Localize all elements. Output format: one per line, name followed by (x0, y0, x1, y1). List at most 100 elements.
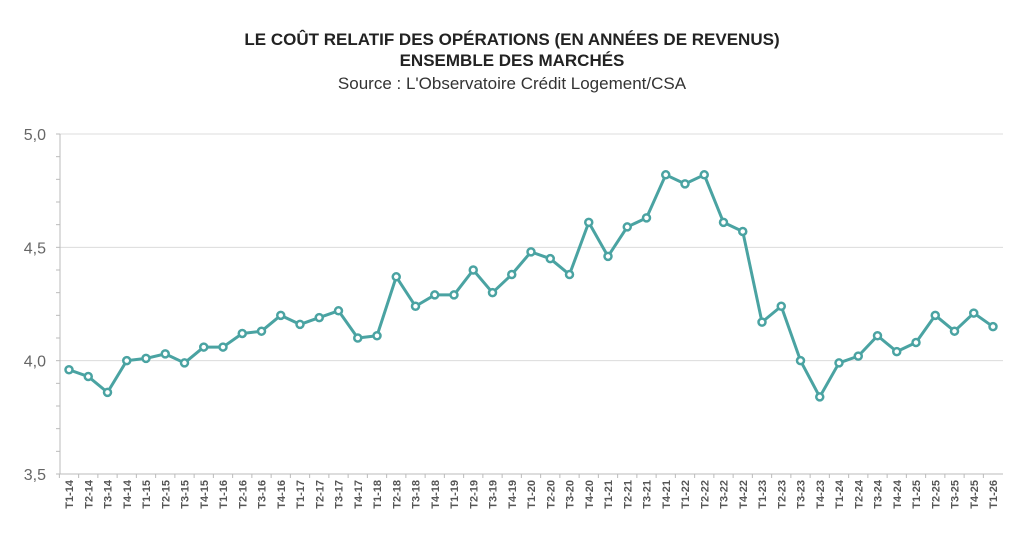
chart-source: Source : L'Observatoire Crédit Logement/… (337, 74, 687, 93)
data-point (603, 251, 613, 262)
x-tick-label: T3-19 (488, 480, 500, 509)
x-tick-label: T4-21 (661, 480, 673, 509)
y-tick-label: 4,0 (24, 354, 46, 371)
data-point (179, 358, 190, 368)
x-tick-label: T2-14 (83, 479, 95, 509)
x-tick-label: T4-23 (815, 480, 827, 509)
data-point (718, 217, 729, 228)
data-point (872, 330, 883, 341)
data-point (160, 349, 170, 359)
data-point (757, 317, 767, 327)
data-point (333, 306, 344, 316)
data-point (641, 213, 652, 223)
x-tick-label: T4-18 (430, 480, 442, 509)
x-tick-label: T2-24 (853, 479, 865, 509)
x-tick-label: T4-17 (353, 480, 365, 509)
data-point (314, 312, 324, 323)
data-point (526, 247, 536, 257)
x-tick-label: T2-21 (622, 480, 634, 509)
data-point (969, 308, 979, 318)
data-point (949, 326, 960, 336)
x-tick-label: T1-22 (680, 480, 692, 509)
x-tick-label: T2-16 (237, 480, 249, 509)
x-tick-label: T2-19 (468, 480, 480, 509)
data-point (795, 355, 806, 366)
x-tick-label: T3-15 (180, 480, 192, 509)
data-point (430, 290, 440, 300)
x-tick-label: T2-20 (545, 480, 557, 509)
chart-title: LE COÛT RELATIF DES OPÉRATIONS (EN ANNÉE… (244, 30, 780, 49)
data-point (102, 387, 113, 398)
data-point (661, 170, 671, 180)
data-point (930, 310, 940, 321)
data-point (699, 170, 709, 180)
x-tick-label: T3-14 (103, 479, 115, 509)
y-tick-label: 4,5 (24, 240, 46, 257)
data-point (199, 342, 209, 352)
x-tick-label: T1-15 (141, 480, 153, 509)
data-point (584, 217, 594, 228)
data-point (776, 301, 786, 312)
x-tick-label: T1-24 (834, 479, 846, 509)
x-tick-label: T3-20 (565, 480, 577, 509)
x-tick-label: T1-21 (603, 480, 615, 509)
x-tick-label: T1-14 (64, 479, 76, 509)
x-tick-label: T1-25 (911, 480, 923, 509)
data-point (276, 310, 286, 321)
data-point (449, 290, 459, 300)
series-line (68, 173, 994, 399)
x-tick-label: T1-16 (218, 480, 230, 509)
x-tick-label: T3-17 (334, 480, 346, 509)
data-point (295, 319, 305, 330)
data-point (564, 269, 575, 280)
data-point (507, 269, 517, 280)
x-tick-label: T3-16 (257, 480, 269, 509)
y-tick-label: 3,5 (24, 467, 46, 484)
x-tick-label: T3-21 (642, 480, 654, 509)
x-tick-label: T2-25 (930, 480, 942, 509)
x-tick-label: T1-26 (988, 480, 1000, 509)
x-tick-label: T1-23 (757, 480, 769, 509)
x-tick-label: T4-15 (199, 480, 211, 509)
data-point (64, 364, 74, 375)
data-point (391, 272, 401, 282)
x-tick-label: T1-18 (372, 480, 384, 509)
x-tick-label: T1-19 (449, 480, 461, 509)
x-tick-label: T1-20 (526, 480, 538, 509)
x-tick-label: T4-22 (738, 480, 750, 509)
x-tick-label: T4-16 (276, 480, 288, 509)
data-point (834, 358, 844, 368)
data-point (680, 179, 690, 189)
chart-subtitle: ENSEMBLE DES MARCHÉS (399, 51, 625, 70)
data-point (256, 326, 267, 336)
x-tick-label: T4-25 (969, 480, 981, 509)
data-point (141, 353, 151, 364)
x-tick-label: T3-22 (719, 480, 731, 509)
data-point (892, 346, 902, 357)
data-point (353, 333, 363, 343)
data-point (622, 222, 632, 232)
data-point (237, 328, 247, 339)
x-tick-label: T3-24 (873, 479, 885, 509)
data-point (468, 265, 478, 275)
x-tick-label: T2-23 (776, 480, 788, 509)
data-point (988, 321, 998, 332)
x-tick-label: T1-17 (295, 480, 307, 509)
data-point (911, 337, 921, 348)
x-tick-label: T3-25 (950, 480, 962, 509)
data-point (83, 371, 93, 382)
x-tick-label: T2-17 (314, 480, 326, 509)
x-tick-label: T4-19 (507, 480, 519, 509)
data-point (122, 355, 132, 366)
x-tick-label: T4-20 (584, 480, 596, 509)
x-tick-label: T3-23 (796, 480, 808, 509)
x-tick-label: T4-14 (122, 479, 134, 509)
data-point (487, 287, 498, 298)
x-tick-label: T4-24 (892, 479, 904, 509)
y-tick-label: 5,0 (24, 127, 46, 144)
data-point (410, 301, 421, 312)
data-point (545, 253, 555, 264)
data-point (738, 226, 748, 237)
x-tick-label: T3-18 (411, 480, 423, 509)
